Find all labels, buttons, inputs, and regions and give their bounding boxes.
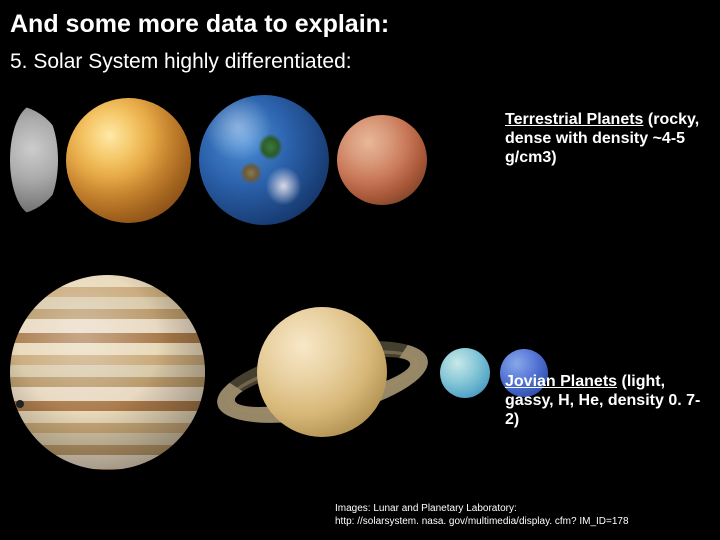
jovian-label: Jovian Planets (light, gassy, H, He, den… (505, 372, 705, 430)
jupiter-icon (10, 275, 205, 470)
image-credit: Images: Lunar and Planetary Laboratory: … (335, 502, 629, 528)
earth-icon (199, 95, 329, 225)
credit-line1: Images: Lunar and Planetary Laboratory: (335, 502, 629, 515)
terrestrial-planets-row (10, 95, 427, 225)
slide-title: And some more data to explain: (10, 10, 389, 39)
terrestrial-heading: Terrestrial Planets (505, 111, 643, 128)
jovian-planets-row (10, 275, 548, 470)
credit-line2: http: //solarsystem. nasa. gov/multimedi… (335, 515, 629, 528)
jupiter-moon-icon (16, 400, 24, 408)
jovian-heading: Jovian Planets (505, 373, 617, 390)
terrestrial-label: Terrestrial Planets (rocky, dense with d… (505, 110, 705, 168)
saturn-icon (215, 275, 430, 470)
venus-icon (66, 98, 191, 223)
uranus-icon (440, 348, 490, 398)
slide-subtitle: 5. Solar System highly differentiated: (10, 50, 352, 74)
mars-icon (337, 115, 427, 205)
mercury-icon (10, 105, 58, 215)
saturn-body-icon (257, 307, 387, 437)
